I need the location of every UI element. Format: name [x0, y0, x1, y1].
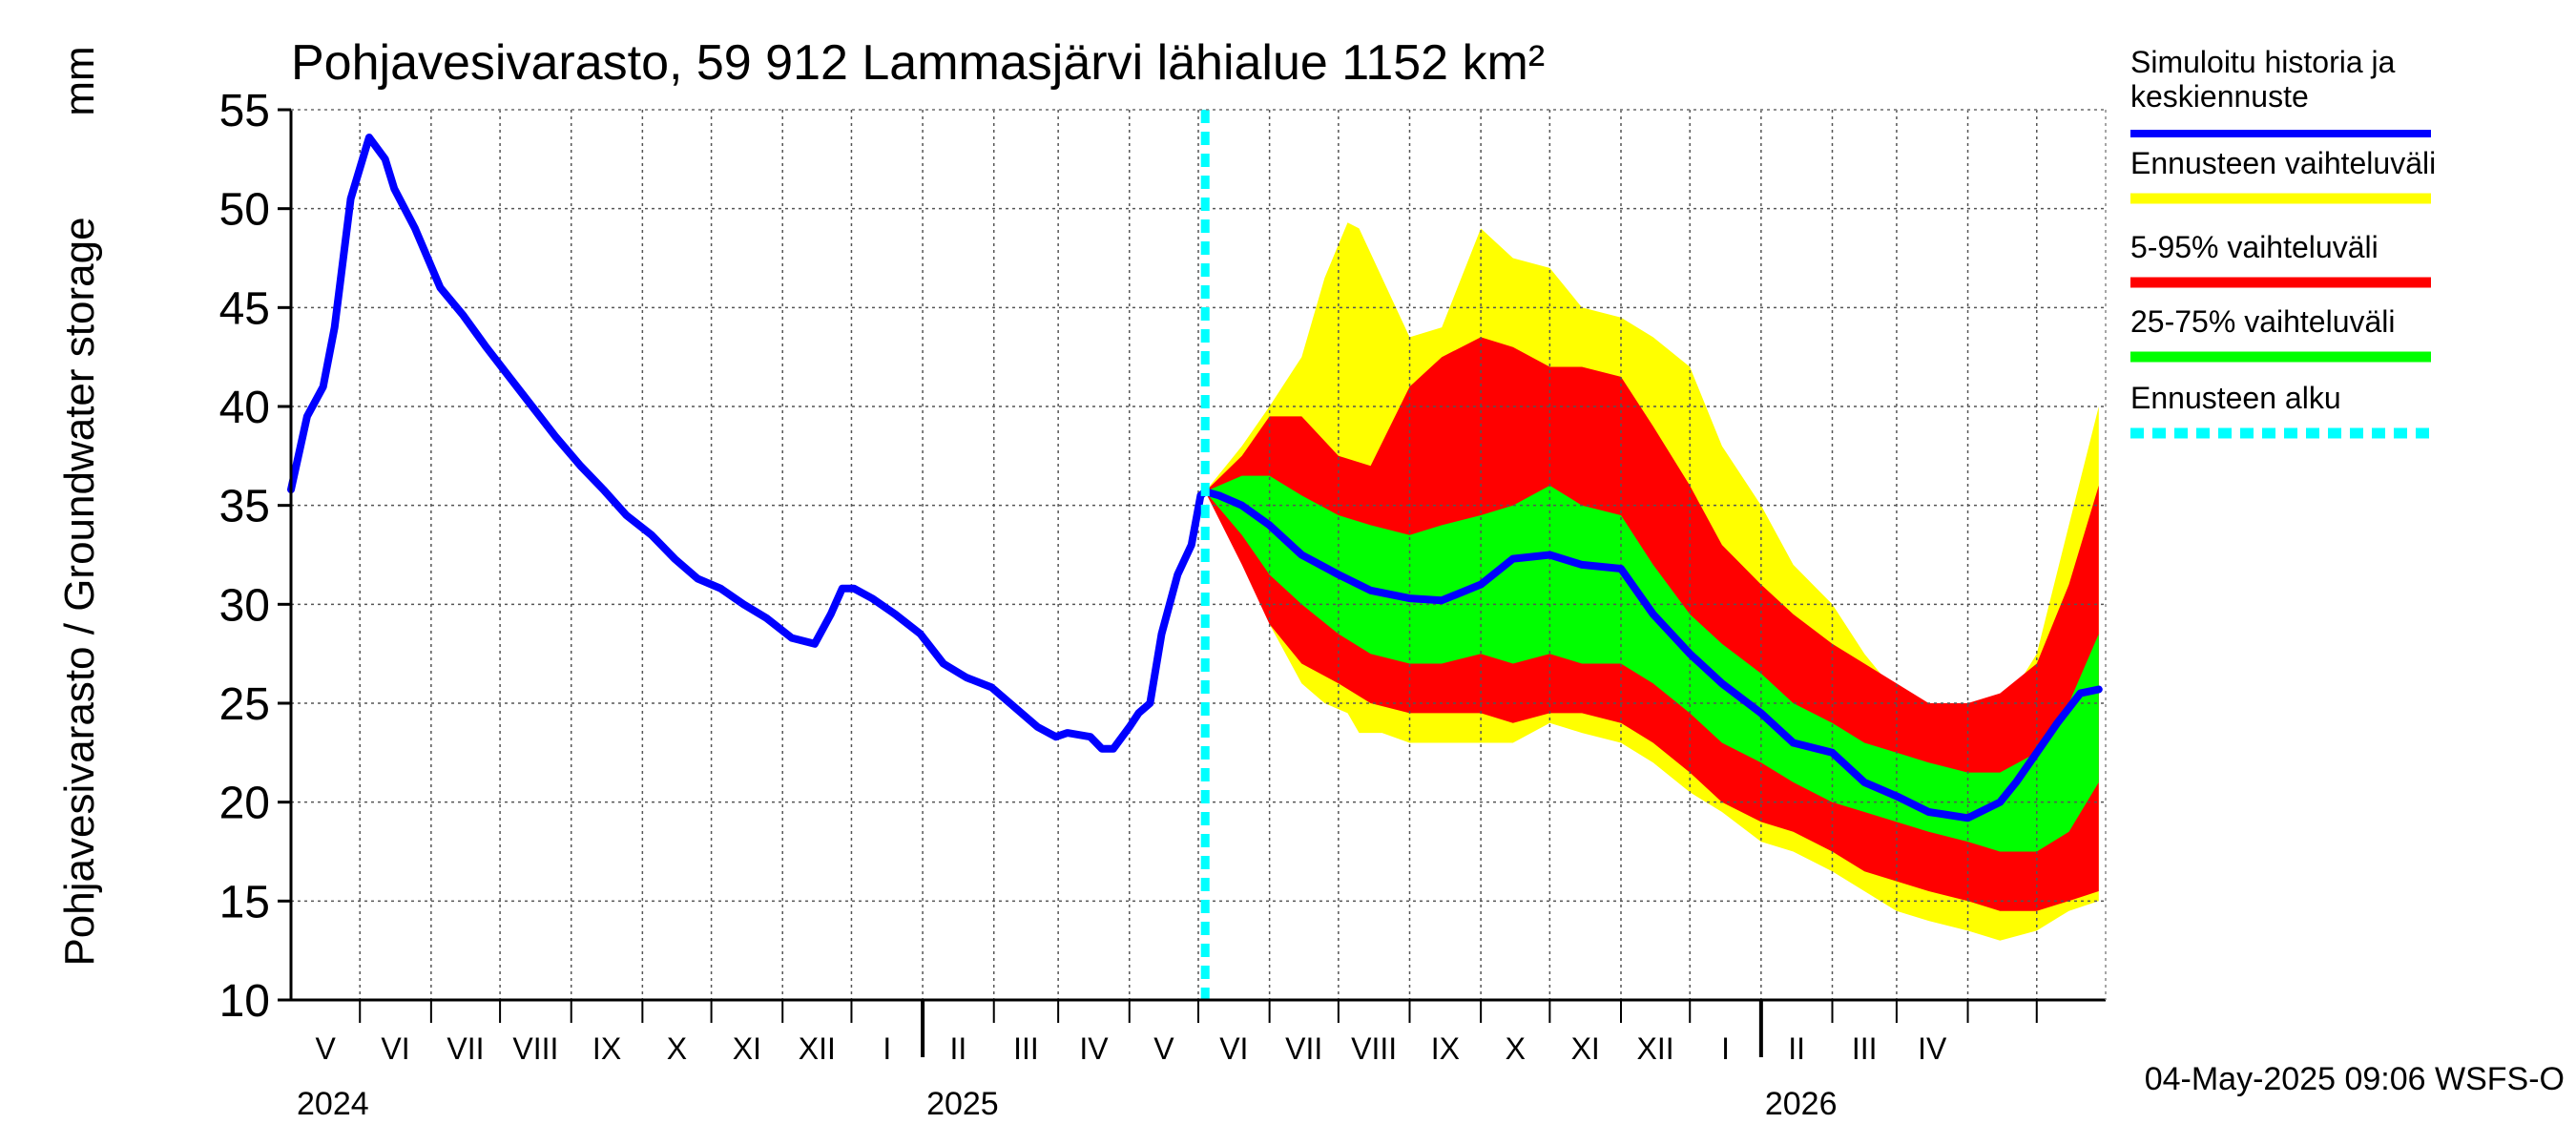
y-tick-label: 20: [219, 779, 270, 829]
month-label: IX: [1431, 1031, 1460, 1066]
month-label: X: [1506, 1031, 1526, 1066]
month-label: VII: [447, 1031, 484, 1066]
month-label: III: [1013, 1031, 1039, 1066]
year-label: 2026: [1765, 1086, 1838, 1122]
y-tick-label: 40: [219, 383, 270, 433]
month-label: VI: [1219, 1031, 1248, 1066]
year-label: 2025: [926, 1086, 999, 1122]
band-range_25_75: [1205, 475, 2099, 852]
y-tick-label: 15: [219, 877, 270, 927]
month-label: II: [950, 1031, 967, 1066]
y-tick-label: 35: [219, 482, 270, 532]
y-tick-label: 30: [219, 580, 270, 631]
month-label: VI: [381, 1031, 409, 1066]
y-tick-label: 25: [219, 679, 270, 730]
month-label: IV: [1918, 1031, 1947, 1066]
month-label: VII: [1285, 1031, 1322, 1066]
series-line-history: [287, 134, 2103, 822]
legend-label-range_25_75: 25-75% vaihteluväli: [2130, 304, 2396, 339]
timestamp: 04-May-2025 09:06 WSFS-O: [2145, 1061, 2565, 1097]
legend-label-forecast_start: Ennusteen alku: [2130, 381, 2341, 415]
month-label: I: [883, 1031, 891, 1066]
grid-lines: [291, 109, 2106, 1001]
legend-label-range_full: Ennusteen vaihteluväli: [2130, 146, 2436, 180]
month-label: IV: [1079, 1031, 1109, 1066]
month-label: X: [667, 1031, 687, 1066]
month-label: III: [1852, 1031, 1878, 1066]
y-tick-label: 45: [219, 283, 270, 334]
x-tick-labels: V VI VII VIII IX X XI XII I II III IV V VI VII VIII IX X X…: [297, 1000, 2038, 1122]
forecast-bands: [1205, 222, 2099, 941]
month-label: I: [1721, 1031, 1730, 1066]
month-label: V: [315, 1031, 336, 1066]
month-label: II: [1788, 1031, 1805, 1066]
legend-label-range_5_95: 5-95% vaihteluväli: [2130, 230, 2379, 264]
month-label: XII: [799, 1031, 836, 1066]
legend-label2-history: keskiennuste: [2130, 79, 2309, 114]
month-label: IX: [592, 1031, 621, 1066]
y-tick-labels: 10 15 20 25 30 35 40 45 50 55: [219, 86, 291, 1027]
month-label: VIII: [512, 1031, 558, 1066]
y-tick-label: 50: [219, 185, 270, 236]
y-tick-label: 10: [219, 976, 270, 1027]
legend-label-history: Simuloitu historia ja: [2130, 45, 2396, 79]
y-axis-label: Pohjavesivarasto / Groundwater storage: [56, 217, 103, 966]
month-label: V: [1153, 1031, 1174, 1066]
month-label: XII: [1637, 1031, 1674, 1066]
chart-title: Pohjavesivarasto, 59 912 Lammasjärvi läh…: [291, 35, 1545, 91]
year-label: 2024: [297, 1086, 369, 1122]
series-lines: [287, 110, 2103, 1000]
month-label: VIII: [1351, 1031, 1397, 1066]
month-label: XI: [1571, 1031, 1600, 1066]
month-label: XI: [733, 1031, 761, 1066]
y-tick-label: 55: [219, 86, 270, 136]
y-axis-unit: mm: [56, 46, 103, 115]
